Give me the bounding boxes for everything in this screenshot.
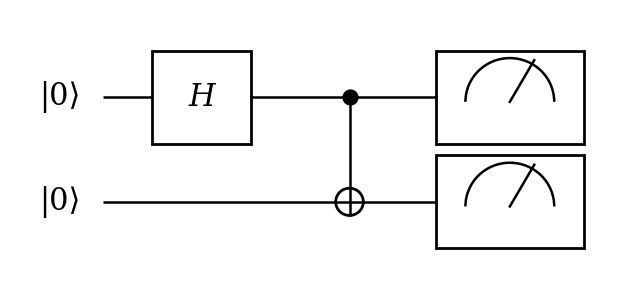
Bar <box>152 51 251 144</box>
Bar <box>436 51 584 144</box>
Text: |0⟩: |0⟩ <box>39 81 81 113</box>
Point <box>344 95 354 100</box>
Bar <box>436 155 584 248</box>
Ellipse shape <box>336 188 363 216</box>
Text: |0⟩: |0⟩ <box>39 186 81 218</box>
Text: H: H <box>188 82 215 113</box>
